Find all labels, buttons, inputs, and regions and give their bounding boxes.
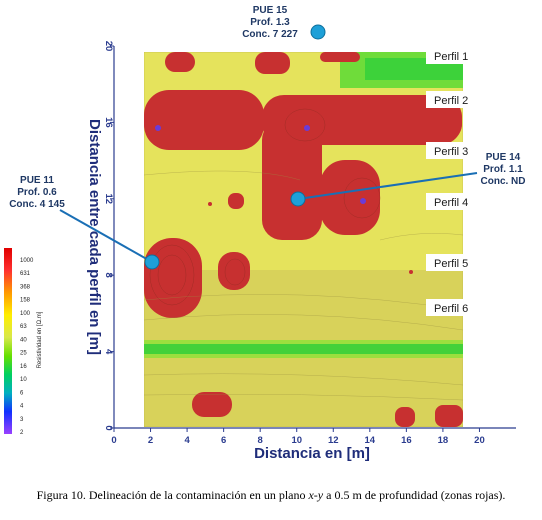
colorbar-tick-label: 1000: [20, 258, 34, 264]
colorbar-tick-label: 3: [20, 417, 24, 423]
x-tick-label: 18: [438, 435, 449, 446]
x-tick-label: 10: [291, 435, 302, 446]
heatmap: [144, 52, 463, 427]
x-tick-labels: 0 2 4 6 8 10 12 14 16 18 20: [111, 428, 485, 446]
profile-label: Perfil 3: [434, 146, 468, 158]
x-tick-label: 8: [258, 435, 263, 446]
profile-label-box: [426, 299, 476, 316]
well-concentration: Conc. ND: [481, 176, 526, 187]
well-concentration: Conc. 4 145: [9, 199, 65, 210]
well-marker: [290, 191, 306, 207]
y-tick-label: 4: [103, 349, 114, 355]
profile-label-box: [426, 254, 476, 271]
caption-prefix: Figura 10. Delineación de la contaminaci…: [36, 488, 309, 502]
colorbar-tick-label: 368: [20, 284, 31, 290]
profile-label-box: [426, 47, 476, 64]
colorbar-tick-label: 100: [20, 311, 31, 317]
profile-label-box: [426, 91, 476, 108]
y-tick-label: 0: [103, 425, 114, 430]
profile-label: Perfil 5: [434, 258, 468, 270]
x-tick-label: 0: [111, 435, 116, 446]
profile-labels: Perfil 1 Perfil 2 Perfil 3 Perfil 4 Perfil 5…: [426, 47, 476, 316]
colorbar-gradient: [4, 248, 12, 434]
well-depth: Prof. 0.6: [17, 187, 57, 198]
profile-label: Perfil 1: [434, 51, 468, 63]
well-name: PUE 11: [20, 175, 54, 186]
well-name: PUE 14: [486, 152, 521, 163]
well-concentration: Conc. 7 227: [242, 29, 298, 40]
well-name: PUE 15: [253, 5, 288, 16]
colorbar: 1000 631 368 158 100 63 40 25 16 10 6 4 3 2 Resistivi…: [4, 248, 43, 436]
colorbar-tick-label: 40: [20, 337, 27, 343]
y-tick-label: 12: [103, 194, 114, 205]
colorbar-tick-label: 631: [20, 271, 31, 277]
caption-italic: x-y: [308, 488, 324, 502]
profile-label: Perfil 4: [434, 197, 468, 209]
well-depth: Prof. 1.1: [483, 164, 523, 175]
red-zones: [144, 52, 463, 427]
colorbar-tick-label: 2: [20, 430, 24, 436]
colorbar-tick-labels: 1000 631 368 158 100 63 40 25 16 10 6 4 3 2: [20, 258, 34, 436]
y-tick-label: 16: [103, 117, 114, 128]
x-tick-label: 12: [328, 435, 339, 446]
x-tick-label: 6: [221, 435, 226, 446]
colorbar-tick-label: 16: [20, 364, 27, 370]
y-tick-label: 8: [103, 273, 114, 278]
x-tick-label: 20: [474, 435, 485, 446]
colorbar-tick-label: 158: [20, 298, 31, 304]
caption-suffix: a 0.5 m de profundidad (zonas rojas).: [323, 488, 506, 502]
well-leader-line: [297, 172, 478, 200]
x-axis-title: Distancia en [m]: [254, 445, 370, 462]
well-depth: Prof. 1.3: [250, 17, 290, 28]
x-tick-label: 16: [401, 435, 412, 446]
colorbar-tick-label: 63: [20, 324, 27, 330]
figure-caption: Figura 10. Delineación de la contaminaci…: [0, 488, 542, 503]
x-tick-label: 14: [365, 435, 376, 446]
well-marker: [310, 24, 326, 40]
x-tick-label: 4: [184, 435, 190, 446]
y-tick-labels: 0 4 8 12 16 20: [103, 41, 114, 431]
colorbar-tick-label: 6: [20, 390, 24, 396]
colorbar-tick-label: 4: [20, 404, 24, 410]
profile-label: Perfil 2: [434, 95, 468, 107]
y-tick-label: 20: [103, 41, 114, 52]
y-axis-title: Distancia entre cada perfil en [m]: [86, 119, 103, 355]
profile-label-box: [426, 142, 476, 159]
colorbar-title: Resistividad en [Ω.m]: [37, 311, 43, 368]
well-leader-line: [59, 209, 153, 263]
colorbar-tick-label: 25: [20, 351, 27, 357]
colorbar-tick-label: 10: [20, 377, 27, 383]
resistivity-map: 0 2 4 6 8 10 12 14 16 18 20 0 4 8 12 16 20 Distancia en…: [4, 5, 526, 462]
profile-label: Perfil 6: [434, 303, 468, 315]
x-tick-label: 2: [148, 435, 153, 446]
profile-label-box: [426, 193, 476, 210]
well-marker: [144, 254, 160, 270]
